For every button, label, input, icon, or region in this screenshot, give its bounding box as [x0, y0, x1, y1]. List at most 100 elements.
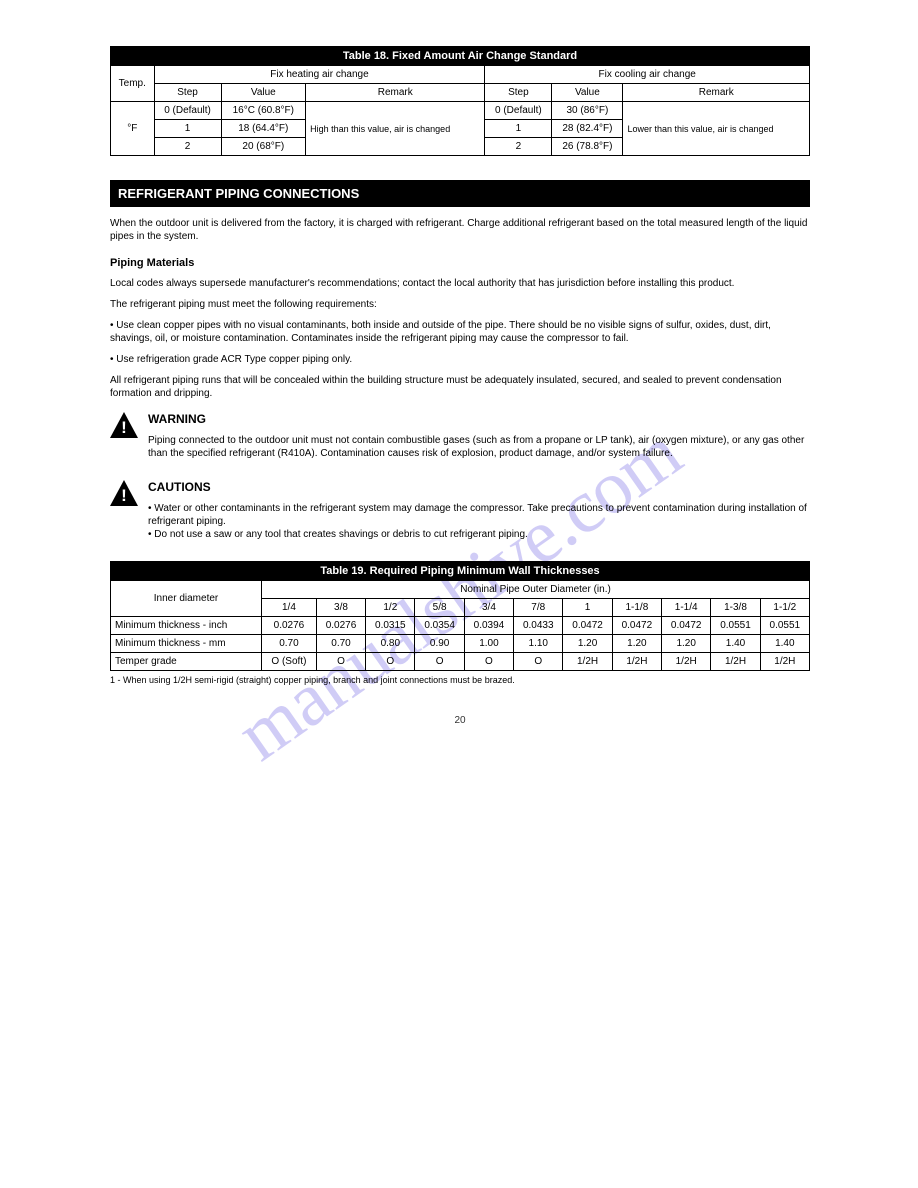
table-cell: 16°C (60.8°F) [221, 102, 306, 120]
table-19-row0-label: Inner diameter [111, 581, 262, 617]
table-19-top-label: Nominal Pipe Outer Diameter (in.) [262, 581, 810, 599]
table-cell: 1.20 [612, 635, 661, 653]
table-cell: 0.70 [262, 635, 317, 653]
table-cell: 1/2 [366, 599, 415, 617]
table-cell: 5/8 [415, 599, 464, 617]
table-cell: 1.10 [514, 635, 563, 653]
table-cell: 0.0472 [612, 617, 661, 635]
table-cell: 3/4 [464, 599, 513, 617]
table-cell: 0.0276 [262, 617, 317, 635]
table-cell: 1/2H [760, 653, 809, 671]
table-cell: 0.0394 [464, 617, 513, 635]
table-cell: 1 [485, 120, 552, 138]
table-19: Table 19. Required Piping Minimum Wall T… [110, 561, 810, 685]
table-cell: 1/2H [563, 653, 612, 671]
table-cell: 30 (86°F) [552, 102, 623, 120]
table-19-title: Table 19. Required Piping Minimum Wall T… [111, 562, 810, 581]
table-cell: 2 [485, 138, 552, 156]
page-content: Table 18. Fixed Amount Air Change Standa… [110, 40, 810, 726]
caution-icon: ! [110, 480, 138, 509]
table-cell: Remark [623, 84, 810, 102]
table-cell: 1 [563, 599, 612, 617]
table-cell: Remark [306, 84, 485, 102]
table-cell: 0.80 [366, 635, 415, 653]
table-cell: Lower than this value, air is changed [623, 102, 810, 156]
table-row-label: Temper grade [111, 653, 262, 671]
table-cell: O [514, 653, 563, 671]
table-cell: 0.0472 [662, 617, 711, 635]
table-cell: 18 (64.4°F) [221, 120, 306, 138]
table-cell: 0.0551 [760, 617, 809, 635]
table-cell: O [316, 653, 365, 671]
table-18: Table 18. Fixed Amount Air Change Standa… [110, 46, 810, 156]
table-row-label: Minimum thickness - mm [111, 635, 262, 653]
table-cell: 1.20 [563, 635, 612, 653]
table-cell: 28 (82.4°F) [552, 120, 623, 138]
table-cell: 1.40 [711, 635, 760, 653]
table-18-heat-hdr: Fix heating air change [154, 66, 485, 84]
table-cell: O [464, 653, 513, 671]
table-cell: 0.0472 [563, 617, 612, 635]
table-cell: 1-1/2 [760, 599, 809, 617]
table-cell: 0.0551 [711, 617, 760, 635]
caution-content: CAUTIONS • Water or other contaminants i… [148, 480, 810, 549]
table-cell: 0 (Default) [485, 102, 552, 120]
page-number: 20 [110, 715, 810, 726]
table-cell: °F [111, 102, 155, 156]
table-cell: O [415, 653, 464, 671]
table-18-title: Table 18. Fixed Amount Air Change Standa… [111, 47, 810, 66]
table-cell: O (Soft) [262, 653, 317, 671]
table-cell: 20 (68°F) [221, 138, 306, 156]
table-cell: 1.00 [464, 635, 513, 653]
caution-text: • Water or other contaminants in the ref… [148, 502, 810, 541]
bullet-1: • Use clean copper pipes with no visual … [110, 319, 810, 345]
para-2: The refrigerant piping must meet the fol… [110, 298, 810, 311]
warning-block: ! WARNING Piping connected to the outdoo… [110, 412, 810, 468]
table-cell: 0.0354 [415, 617, 464, 635]
bullet-2: • Use refrigeration grade ACR Type coppe… [110, 353, 810, 366]
table-cell: 26 (78.8°F) [552, 138, 623, 156]
svg-text:!: ! [121, 418, 127, 437]
table-cell: 0 (Default) [154, 102, 221, 120]
svg-text:!: ! [121, 486, 127, 505]
para-3: All refrigerant piping runs that will be… [110, 374, 810, 400]
table-cell: 1-3/8 [711, 599, 760, 617]
warning-content: WARNING Piping connected to the outdoor … [148, 412, 810, 468]
warning-text: Piping connected to the outdoor unit mus… [148, 434, 810, 460]
table-18-grid: Table 18. Fixed Amount Air Change Standa… [110, 46, 810, 156]
table-19-footnote: 1 - When using 1/2H semi-rigid (straight… [110, 675, 810, 685]
table-cell: 2 [154, 138, 221, 156]
table-cell: 0.90 [415, 635, 464, 653]
caution-block: ! CAUTIONS • Water or other contaminants… [110, 480, 810, 549]
table-cell: 1-1/8 [612, 599, 661, 617]
table-cell: 1/2H [612, 653, 661, 671]
table-cell: 1 [154, 120, 221, 138]
table-cell: Value [221, 84, 306, 102]
table-cell: 1-1/4 [662, 599, 711, 617]
table-cell: 1.40 [760, 635, 809, 653]
table-cell: 0.0433 [514, 617, 563, 635]
table-cell: High than this value, air is changed [306, 102, 485, 156]
warning-label: WARNING [148, 412, 810, 426]
para-1: Local codes always supersede manufacture… [110, 277, 810, 290]
table-cell: 0.0315 [366, 617, 415, 635]
table-18-temp-hdr: Temp. [111, 66, 155, 102]
table-cell: 0.70 [316, 635, 365, 653]
intro-paragraph: When the outdoor unit is delivered from … [110, 217, 810, 243]
table-cell: 0.0276 [316, 617, 365, 635]
section-heading: REFRIGERANT PIPING CONNECTIONS [110, 180, 810, 207]
table-cell: Value [552, 84, 623, 102]
warning-icon: ! [110, 412, 138, 441]
table-cell: 7/8 [514, 599, 563, 617]
table-19-grid: Table 19. Required Piping Minimum Wall T… [110, 561, 810, 671]
subheading-1: Piping Materials [110, 257, 810, 269]
caution-label: CAUTIONS [148, 480, 810, 494]
table-cell: Step [485, 84, 552, 102]
table-cell: Step [154, 84, 221, 102]
table-cell: 1.20 [662, 635, 711, 653]
table-cell: 3/8 [316, 599, 365, 617]
table-cell: 1/2H [662, 653, 711, 671]
table-cell: O [366, 653, 415, 671]
table-18-cool-hdr: Fix cooling air change [485, 66, 810, 84]
table-cell: 1/4 [262, 599, 317, 617]
